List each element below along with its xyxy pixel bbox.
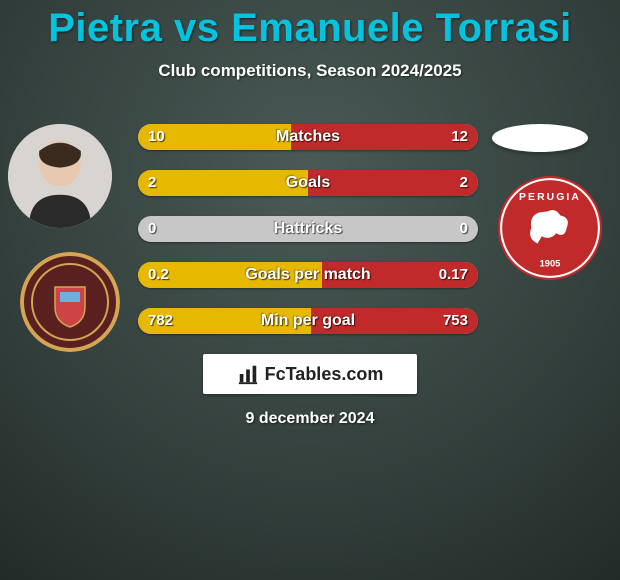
ellipse-top-right [492, 124, 588, 152]
svg-text:PERUGIA: PERUGIA [519, 192, 581, 203]
date-footer: 9 december 2024 [0, 410, 620, 428]
club-left-crest [20, 252, 120, 352]
content-root: Pietra vs Emanuele Torrasi Club competit… [0, 0, 620, 81]
svg-text:1905: 1905 [540, 258, 561, 268]
stat-row: 0.20.17Goals per match [138, 262, 478, 288]
brand-text: FcTables.com [265, 364, 384, 385]
player-left-avatar [8, 124, 112, 228]
bar-label: Hattricks [138, 216, 478, 242]
stat-row: 782753Min per goal [138, 308, 478, 334]
page-title: Pietra vs Emanuele Torrasi [0, 0, 620, 51]
club-right-crest: PERUGIA 1905 [498, 176, 602, 280]
person-icon [8, 124, 112, 228]
stat-row: 22Goals [138, 170, 478, 196]
griffin-icon: PERUGIA 1905 [498, 176, 602, 280]
stat-row: 1012Matches [138, 124, 478, 150]
brand-box: FcTables.com [203, 354, 417, 394]
bar-label: Matches [138, 124, 478, 150]
bar-chart-icon [237, 363, 259, 385]
stats-bars: 1012Matches 22Goals 00Hattricks 0.20.17Goal… [138, 124, 478, 354]
bar-label: Min per goal [138, 308, 478, 334]
shield-icon [20, 252, 120, 352]
bar-label: Goals [138, 170, 478, 196]
stat-row: 00Hattricks [138, 216, 478, 242]
subtitle: Club competitions, Season 2024/2025 [0, 61, 620, 81]
bar-label: Goals per match [138, 262, 478, 288]
